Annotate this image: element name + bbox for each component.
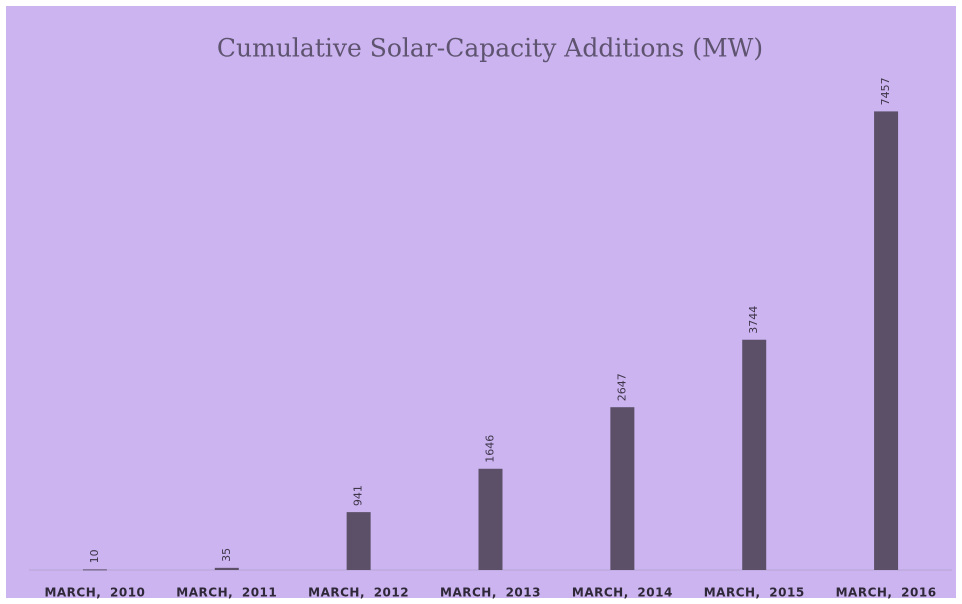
x-tick-label: MARCH, 2014 [572, 586, 673, 600]
bar [346, 512, 371, 570]
value-label: 941 [352, 485, 365, 506]
bar [874, 111, 899, 570]
x-tick-label: MARCH, 2012 [308, 586, 409, 600]
value-label: 10 [88, 549, 101, 563]
x-tick-label: MARCH, 2016 [836, 586, 937, 600]
bar [82, 569, 107, 571]
bar [214, 567, 239, 570]
x-tick-label: MARCH, 2013 [440, 586, 541, 600]
bar [610, 407, 635, 570]
x-tick-label: MARCH, 2015 [704, 586, 805, 600]
value-label: 1646 [484, 435, 497, 463]
x-tick-label: MARCH, 2010 [44, 586, 145, 600]
value-label: 35 [220, 548, 233, 562]
value-label: 7457 [879, 77, 892, 105]
x-tick-label: MARCH, 2011 [176, 586, 277, 600]
value-label: 3744 [747, 306, 760, 334]
bar [742, 339, 767, 570]
chart-title: Cumulative Solar-Capacity Additions (MW) [217, 34, 763, 63]
bar [478, 468, 503, 570]
value-label: 2647 [615, 373, 628, 401]
